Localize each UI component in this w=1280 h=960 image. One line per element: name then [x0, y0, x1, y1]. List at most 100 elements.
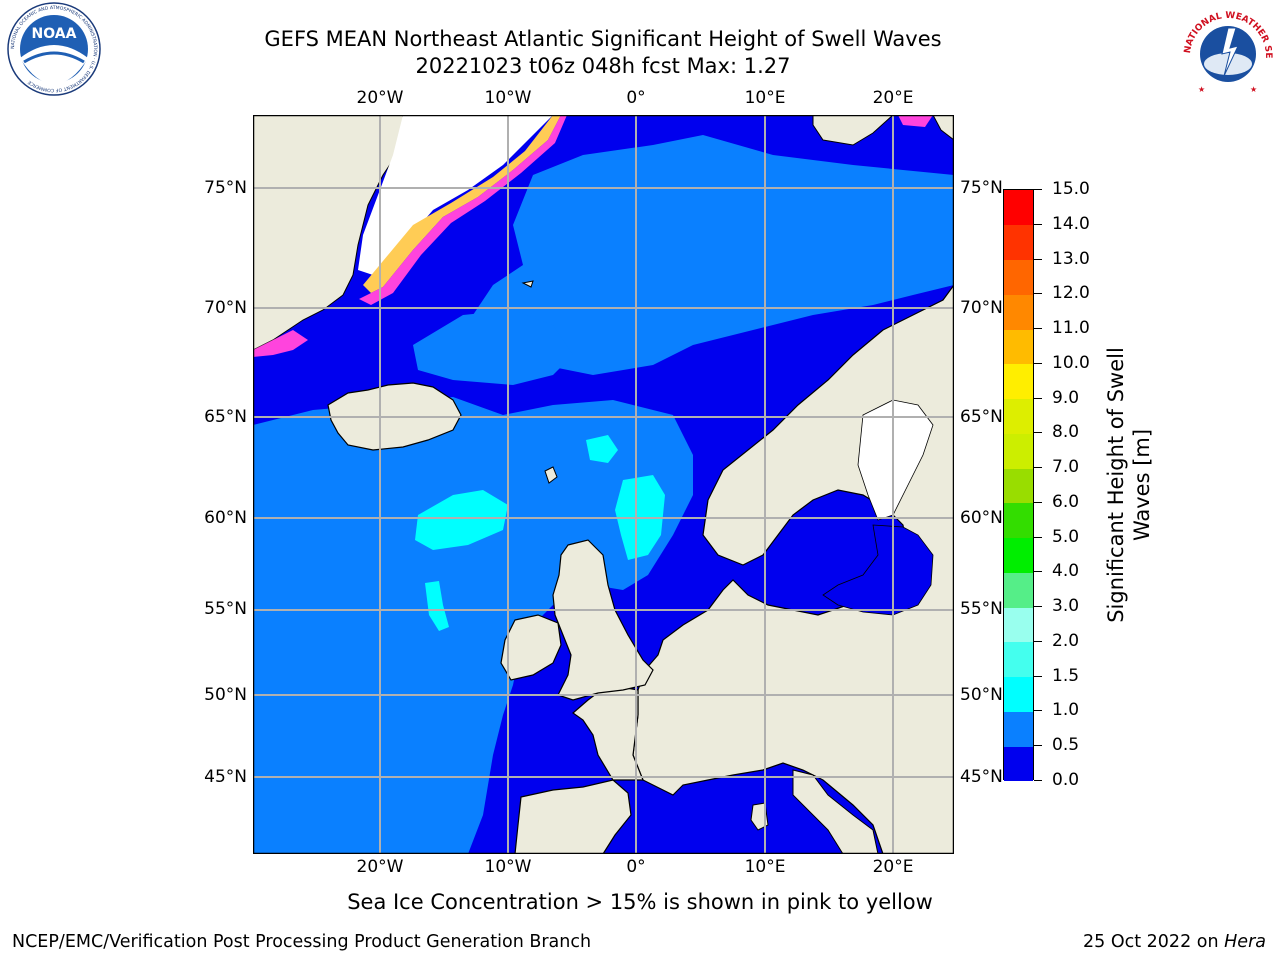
colorbar-tick-label: 7.0 [1052, 457, 1080, 477]
land-great-britain [552, 539, 654, 701]
colorbar-tick-mark [1034, 224, 1042, 225]
land-faroes [544, 466, 558, 484]
swell-0.5-1.0-region [253, 397, 693, 854]
sea-ice-pink-coast [253, 330, 308, 357]
colorbar-segment [1004, 572, 1033, 608]
lat-label-left-70n: 70°N [204, 298, 247, 318]
colorbar-tick-mark [1034, 676, 1042, 677]
swell-0.5-1.0-north [473, 135, 954, 375]
colorbar-tick-mark [1034, 571, 1042, 572]
colorbar-tick-label: 14.0 [1052, 214, 1090, 234]
lat-label-right-45n: 45°N [960, 767, 1003, 787]
lon-label-top-20w: 20°W [356, 88, 404, 108]
colorbar-tick-mark [1034, 537, 1042, 538]
colorbar-segment [1004, 676, 1033, 712]
sea-ice-pink-ne [898, 115, 933, 127]
lon-label-bottom-10w: 10°W [484, 857, 532, 877]
lat-label-left-75n: 75°N [204, 178, 247, 198]
footer-date: 25 Oct 2022 on Hera [1083, 932, 1266, 952]
colorbar-tick-label: 1.5 [1052, 666, 1080, 686]
lat-label-right-50n: 50°N [960, 685, 1003, 705]
gulf-of-bothnia [857, 399, 934, 521]
colorbar-tick-mark [1034, 293, 1042, 294]
colorbar-segment [1004, 502, 1033, 539]
colorbar-tick-label: 3.0 [1052, 596, 1080, 616]
lon-label-top-10e: 10°E [744, 88, 786, 108]
title-line-2: 20221023 t06z 048h fcst Max: 1.27 [415, 54, 791, 78]
colorbar-tick-label: 1.0 [1052, 700, 1080, 720]
land-france [572, 684, 644, 781]
colorbar-title: Significant Height of Swell Waves [m] [1103, 347, 1155, 623]
map-border [253, 115, 954, 854]
chart-title: GEFS MEAN Northeast Atlantic Significant… [264, 26, 941, 80]
noaa-logo: NOAA NATIONAL OCEANIC AND ATMOSPHERIC AD… [7, 2, 101, 96]
colorbar-tick-label: 4.0 [1052, 561, 1080, 581]
svg-text:★: ★ [1198, 85, 1205, 94]
sea-ice-note: Sea Ice Concentration > 15% is shown in … [347, 890, 933, 914]
colorbar-title-line-2: Waves [m] [1130, 428, 1154, 542]
lon-label-bottom-0: 0° [626, 857, 646, 877]
footer-machine: Hera [1224, 932, 1266, 952]
nws-logo: NATIONAL WEATHER SERVICE ★ ★ [1178, 4, 1274, 98]
colorbar-tick-label: 6.0 [1052, 492, 1080, 512]
colorbar-tick-mark [1034, 710, 1042, 711]
colorbar-tick-label: 9.0 [1052, 388, 1080, 408]
colorbar-segment [1004, 294, 1033, 330]
lat-label-right-75n: 75°N [960, 178, 1003, 198]
colorbar-tick-mark [1034, 189, 1042, 190]
colorbar-tick-label: 0.5 [1052, 735, 1080, 755]
colorbar-tick-label: 8.0 [1052, 422, 1080, 442]
colorbar-segment [1004, 329, 1033, 365]
colorbar-segment [1004, 433, 1033, 469]
swell-height-map [253, 115, 954, 854]
lat-label-left-65n: 65°N [204, 407, 247, 427]
noaa-logo-text: NOAA [32, 26, 77, 42]
swell-1.0-1.5-region-d [425, 581, 449, 631]
colorbar-tick-mark [1034, 432, 1042, 433]
colorbar-tick-mark [1034, 467, 1042, 468]
colorbar-tick-mark [1034, 745, 1042, 746]
colorbar-tick-label: 0.0 [1052, 770, 1080, 790]
land-sardinia [750, 802, 769, 831]
colorbar-segment [1004, 363, 1033, 400]
colorbar-tick-label: 12.0 [1052, 283, 1090, 303]
colorbar-tick-mark [1034, 328, 1042, 329]
colorbar-tick-label: 5.0 [1052, 527, 1080, 547]
colorbar-tick-label: 11.0 [1052, 318, 1090, 338]
colorbar-tick-label: 2.0 [1052, 631, 1080, 651]
land-svalbard-east [932, 115, 954, 141]
lon-label-top-10w: 10°W [484, 88, 532, 108]
colorbar-title-line-1: Significant Height of Swell [1104, 347, 1128, 623]
swell-1.0-1.5-region-a [415, 490, 508, 550]
lon-label-bottom-10e: 10°E [744, 857, 786, 877]
map-graticule [253, 115, 954, 854]
footer-credit: NCEP/EMC/Verification Post Processing Pr… [12, 932, 592, 952]
colorbar-tick-mark [1034, 502, 1042, 503]
swell-0.5-1.0-mid [413, 310, 573, 385]
colorbar-segment [1004, 398, 1033, 434]
colorbar-segment [1004, 190, 1033, 226]
footer-date-text: 25 Oct 2022 on [1083, 932, 1225, 952]
lat-label-left-50n: 50°N [204, 685, 247, 705]
lat-label-right-70n: 70°N [960, 298, 1003, 318]
colorbar-segment [1004, 641, 1033, 678]
colorbar-tick-mark [1034, 363, 1042, 364]
title-line-1: GEFS MEAN Northeast Atlantic Significant… [264, 27, 942, 51]
lon-label-bottom-20e: 20°E [872, 857, 914, 877]
colorbar-segment [1004, 224, 1033, 260]
colorbar-segment [1004, 259, 1033, 295]
lon-label-bottom-20w: 20°W [356, 857, 404, 877]
colorbar-tick-mark [1034, 398, 1042, 399]
lon-label-top-20e: 20°E [872, 88, 914, 108]
colorbar-tick-label: 13.0 [1052, 249, 1090, 269]
svg-text:★: ★ [1250, 85, 1257, 94]
colorbar-tick-mark [1034, 641, 1042, 642]
land-iberia [514, 779, 632, 854]
colorbar-segment [1004, 711, 1033, 747]
colorbar-tick-label: 15.0 [1052, 179, 1090, 199]
land-italy [792, 769, 879, 854]
colorbar-segment [1004, 607, 1033, 643]
sea-ice-pink-edge [359, 115, 567, 305]
colorbar-segment [1004, 468, 1033, 504]
lat-label-left-55n: 55°N [204, 599, 247, 619]
